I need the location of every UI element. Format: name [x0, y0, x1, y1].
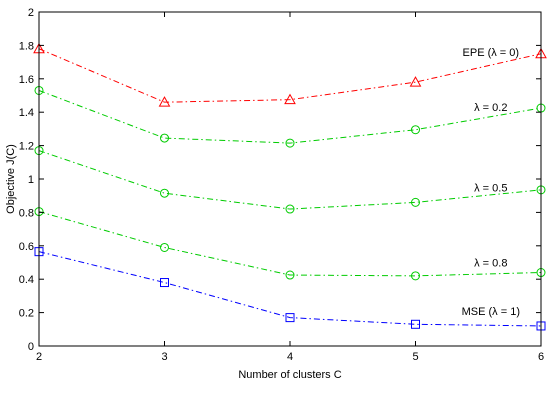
y-tick-label: 0.4 [19, 274, 34, 286]
y-tick-label: 1.2 [19, 141, 34, 153]
series-label-layer: EPE (λ = 0) λ = 0.2 λ = 0.5 λ = 0.8 MSE (λ =… [462, 47, 520, 318]
data-point-square [411, 319, 420, 329]
series-line [38, 90, 542, 144]
x-axis-label: Number of clusters C [238, 369, 341, 381]
data-point-circle [160, 242, 169, 252]
y-tick-label: 0.6 [19, 241, 34, 253]
y-tick-label: 1.8 [19, 40, 34, 52]
data-point-circle [285, 204, 295, 214]
x-tick-label: 6 [538, 351, 544, 363]
data-point-circle [160, 133, 169, 143]
y-tick-label: 1.4 [19, 107, 34, 119]
data-point-triangle [409, 76, 422, 87]
y-tick-label: 1 [28, 174, 34, 186]
y-tick-label: 0.2 [19, 308, 34, 320]
data-point-circle [411, 197, 420, 207]
x-tick-label: 5 [412, 351, 418, 363]
series-label: MSE (λ = 1) [462, 306, 520, 318]
series-line [38, 150, 542, 210]
x-tick-label: 3 [161, 351, 167, 363]
series-line [38, 48, 542, 103]
series-label: λ = 0.2 [474, 102, 507, 114]
data-point-circle [411, 125, 420, 135]
plot-area [39, 12, 541, 346]
y-tick-label: 2 [28, 7, 34, 19]
data-point-square [160, 278, 169, 288]
tick-layer: 2 3 4 5 6 0 0.2 0.4 0.6 0.8 1 1.2 1.4 1.6 1.8 2 [19, 7, 544, 363]
x-tick-label: 4 [287, 351, 293, 363]
data-point-square [285, 313, 295, 323]
data-point-circle [285, 138, 295, 148]
data-point-circle [160, 188, 169, 198]
data-point-triangle [284, 93, 296, 105]
data-point-circle [411, 271, 420, 281]
series-line [38, 251, 542, 327]
y-tick-label: 1.6 [19, 74, 34, 86]
x-tick-label: 2 [36, 351, 42, 363]
y-tick-label: 0 [28, 341, 34, 353]
data-point-circle [285, 270, 295, 280]
series-2 [34, 146, 546, 214]
series-label: λ = 0.5 [474, 182, 507, 194]
series-label: λ = 0.8 [474, 258, 507, 270]
series-label: EPE (λ = 0) [463, 47, 520, 59]
data-point-triangle [158, 96, 171, 107]
y-axis-label: Objective J(C) [5, 144, 17, 214]
y-tick-label: 0.8 [19, 207, 34, 219]
series-line [38, 211, 542, 277]
